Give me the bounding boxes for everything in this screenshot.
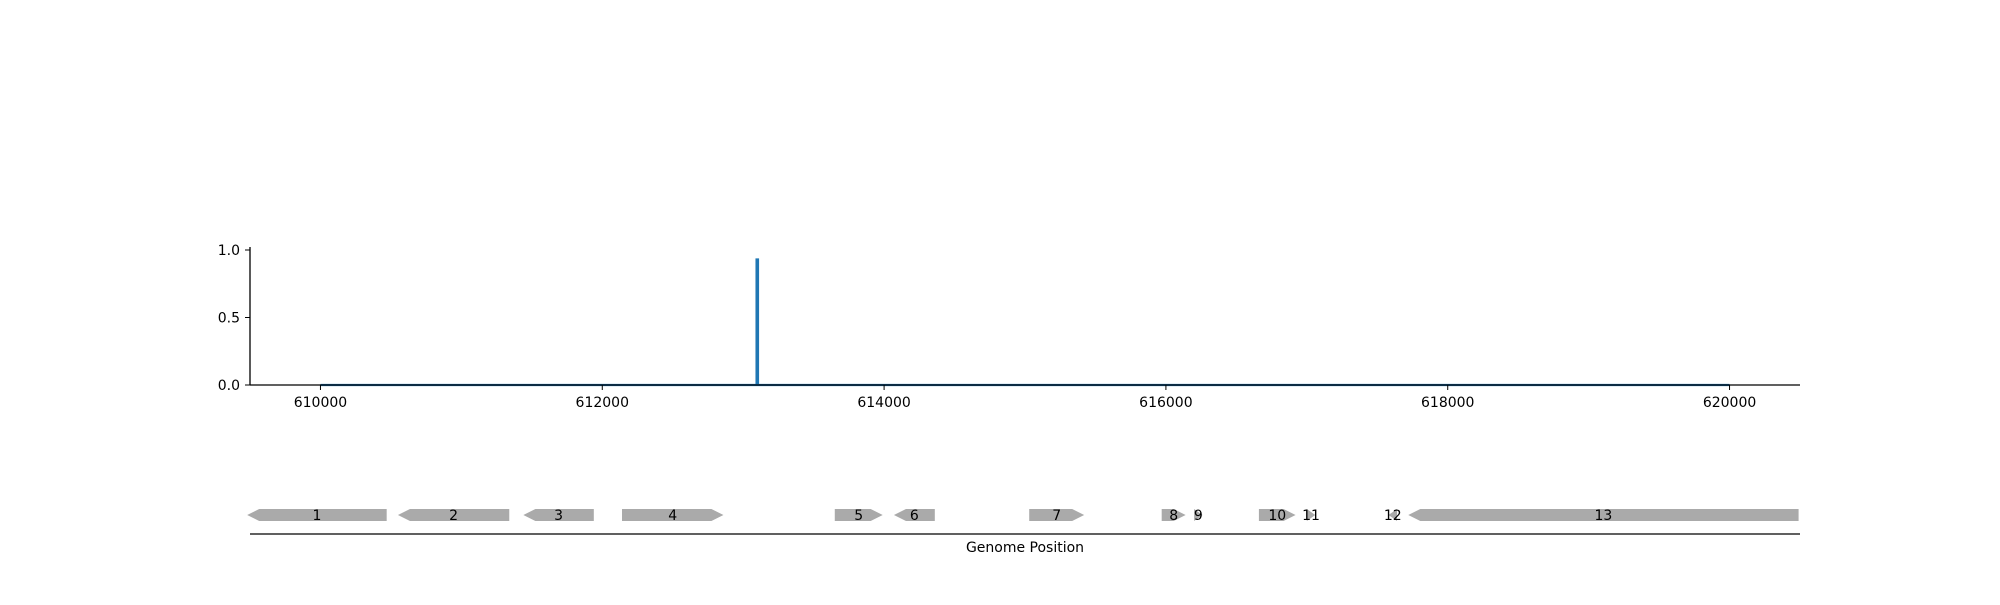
coverage-y-ticks: 0.0 0.5 1.0 [218, 243, 250, 394]
coverage-x-ticks: 610000 612000 614000 616000 618000 620000 [294, 385, 1756, 411]
gene-arrow [1161, 509, 1186, 521]
gene-label: 4 [668, 508, 677, 524]
gene-label: 1 [312, 508, 321, 524]
x-tick-label: 620000 [1703, 395, 1756, 411]
gene-arrow [1194, 509, 1203, 521]
y-tick-label: 0.5 [218, 311, 240, 327]
gene-arrow [523, 509, 594, 521]
gene-arrow [1408, 509, 1799, 521]
gene-arrow [1258, 509, 1296, 521]
x-tick-label: 614000 [857, 395, 910, 411]
gene-label: 7 [1052, 508, 1061, 524]
gene-label: 6 [910, 508, 919, 524]
gene-track-x-axis-label: Genome Position [966, 540, 1084, 556]
gene-arrow [1388, 509, 1397, 521]
gene-label: 12 [1384, 508, 1402, 524]
y-tick-label: 0.0 [218, 378, 240, 394]
gene-label: 11 [1302, 508, 1320, 524]
gene-arrow [622, 509, 724, 521]
coverage-line [320, 258, 1730, 387]
gene-label: 9 [1194, 508, 1203, 524]
x-tick-label: 616000 [1139, 395, 1192, 411]
y-tick-label: 1.0 [218, 243, 240, 259]
gene-label: 8 [1169, 508, 1178, 524]
gene-arrow [247, 509, 387, 521]
gene-arrow [397, 509, 510, 521]
x-tick-label: 610000 [294, 395, 347, 411]
gene-arrow [834, 509, 883, 521]
gene-arrow [1029, 509, 1085, 521]
gene-label: 3 [554, 508, 563, 524]
coverage-plot: 0.0 0.5 1.0 610000 612000 614000 616000 618000… [218, 243, 1800, 411]
x-tick-label: 618000 [1421, 395, 1474, 411]
gene-label: 2 [449, 508, 458, 524]
x-tick-label: 612000 [576, 395, 629, 411]
gene-arrow [1306, 509, 1316, 521]
gene-arrows: 1 2 3 4 5 6 7 8 9 10 11 12 13 [247, 508, 1799, 524]
gene-label: 13 [1595, 508, 1613, 524]
gene-label: 10 [1268, 508, 1286, 524]
gene-label: 5 [854, 508, 863, 524]
gene-track: 1 2 3 4 5 6 7 8 9 10 11 12 13 Genome Position [247, 508, 1800, 556]
gene-arrow [893, 509, 935, 521]
coverage-series-group [320, 258, 1730, 387]
